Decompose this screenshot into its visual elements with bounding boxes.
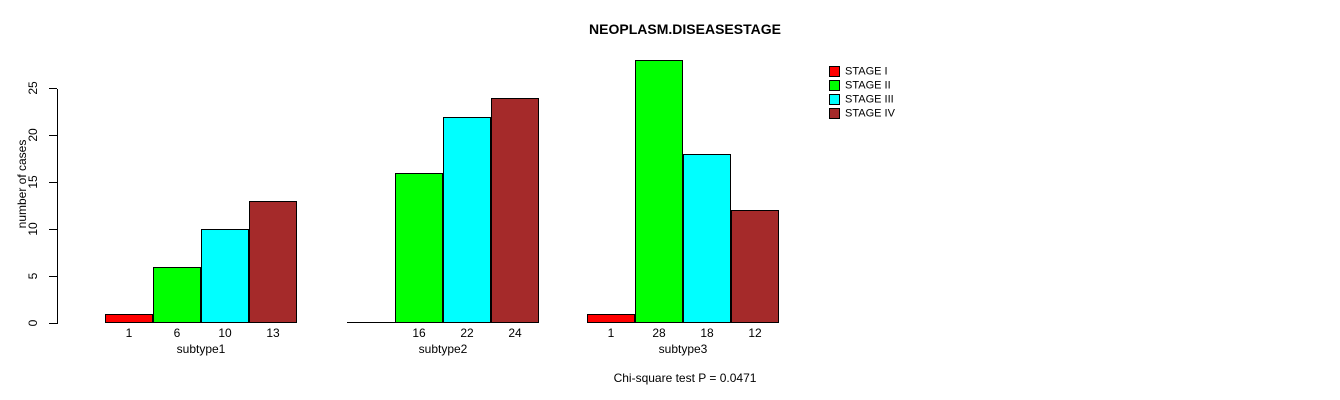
bar-value-label: 13 bbox=[266, 326, 280, 340]
chart-title: NEOPLASM.DISEASESTAGE bbox=[589, 21, 781, 37]
bar-value-label: 16 bbox=[412, 326, 426, 340]
legend-label: STAGE IV bbox=[845, 107, 895, 119]
zero-bar-line bbox=[347, 322, 395, 323]
bar-value-label: 24 bbox=[508, 326, 522, 340]
y-tick-mark bbox=[49, 88, 57, 89]
chi-square-annotation: Chi-square test P = 0.0471 bbox=[613, 371, 757, 385]
bar-value-label: 12 bbox=[748, 326, 762, 340]
y-tick-label: 20 bbox=[26, 128, 40, 142]
legend-label: STAGE II bbox=[845, 79, 891, 91]
bar bbox=[635, 60, 683, 323]
y-tick-label: 15 bbox=[26, 175, 40, 189]
y-axis-line bbox=[57, 88, 58, 324]
bar bbox=[153, 267, 201, 323]
y-tick-label: 10 bbox=[26, 222, 40, 236]
legend-label: STAGE III bbox=[845, 93, 894, 105]
bar-value-label: 10 bbox=[218, 326, 232, 340]
legend-label: STAGE I bbox=[845, 65, 888, 77]
y-tick-mark bbox=[49, 229, 57, 230]
group-label: subtype3 bbox=[658, 342, 708, 356]
y-tick-mark bbox=[49, 135, 57, 136]
bar bbox=[105, 314, 153, 323]
bar-value-label: 1 bbox=[607, 326, 615, 340]
y-tick-label: 25 bbox=[26, 81, 40, 95]
bar-value-label: 1 bbox=[125, 326, 133, 340]
y-tick-label: 0 bbox=[26, 319, 40, 327]
bar bbox=[491, 98, 539, 323]
y-tick-mark bbox=[49, 276, 57, 277]
bar bbox=[395, 173, 443, 323]
y-tick-label: 5 bbox=[26, 272, 40, 280]
legend-swatch bbox=[829, 94, 840, 105]
bar bbox=[587, 314, 635, 323]
legend-swatch bbox=[829, 66, 840, 77]
legend-swatch bbox=[829, 108, 840, 119]
bar-value-label: 6 bbox=[173, 326, 181, 340]
bar-value-label: 18 bbox=[700, 326, 714, 340]
bar bbox=[683, 154, 731, 323]
legend-swatch bbox=[829, 80, 840, 91]
bar bbox=[249, 201, 297, 323]
bar bbox=[201, 229, 249, 323]
bar bbox=[443, 117, 491, 323]
group-label: subtype1 bbox=[176, 342, 226, 356]
y-tick-mark bbox=[49, 182, 57, 183]
group-label: subtype2 bbox=[418, 342, 468, 356]
bar-value-label: 22 bbox=[460, 326, 474, 340]
y-tick-mark bbox=[49, 323, 57, 324]
bar bbox=[731, 210, 779, 323]
bar-value-label: 28 bbox=[652, 326, 666, 340]
